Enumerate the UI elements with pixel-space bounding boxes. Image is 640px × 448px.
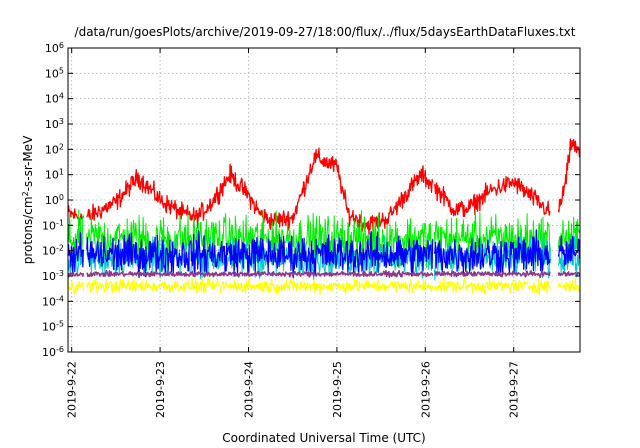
y-tick-label: 101 [45,167,64,182]
y-tick-base: 10 [45,93,59,106]
y-tick-label: 10-2 [42,243,64,258]
y-tick-label: 10-3 [42,269,64,284]
y-tick-base: 10 [45,143,59,156]
x-tick-label: 2019-9-23 [154,361,167,418]
y-axis-label-base: protons/cm [21,196,35,264]
y-tick-base: 10 [42,346,56,359]
y-tick-label: 102 [45,142,64,157]
x-tick-label: 2019-9-27 [508,361,521,418]
y-tick-base: 10 [42,245,56,258]
y-tick-base: 10 [42,295,56,308]
y-tick-label: 106 [45,41,64,56]
y-tick-label: 103 [45,117,64,132]
x-tick-label: 2019-9-26 [419,361,432,418]
y-axis-label: protons/cm2-s-sr-MeV [21,135,36,264]
y-tick-exponent: 5 [59,66,64,75]
y-tick-exponent: -4 [56,294,64,303]
y-tick-base: 10 [45,67,59,80]
y-tick-label: 10-4 [42,294,64,309]
y-tick-exponent: -3 [56,269,64,278]
y-axis-label-rest: -s-sr-MeV [21,135,35,191]
y-tick-base: 10 [42,321,56,334]
series-line-4 [68,229,580,279]
y-tick-label: 10-5 [42,319,64,334]
y-tick-exponent: -6 [56,345,64,354]
series-layer [68,138,580,296]
y-tick-label: 104 [45,91,64,106]
series-line-2 [68,209,580,269]
y-tick-base: 10 [45,118,59,131]
series-line-1 [68,138,580,235]
y-axis-label-sup: 2 [21,191,30,196]
y-tick-exponent: -5 [56,319,64,328]
y-tick-exponent: 2 [59,142,64,151]
y-tick-base: 10 [42,270,56,283]
y-tick-base: 10 [45,194,59,207]
y-tick-exponent: -2 [56,243,64,252]
x-tick-label: 2019-9-22 [66,361,79,418]
y-tick-label: 10-1 [42,218,64,233]
series-line-5 [68,269,580,279]
y-tick-base: 10 [42,219,56,232]
y-tick-label: 105 [45,66,64,81]
y-tick-label: 10-6 [42,345,64,360]
x-axis-label: Coordinated Universal Time (UTC) [222,431,425,445]
y-tick-exponent: 0 [59,193,64,202]
y-tick-exponent: 4 [59,91,64,100]
x-axis: 2019-9-22 2019-9-23 2019-9-24 2019-9-25 2019… [66,48,521,418]
y-tick-exponent: 3 [59,117,64,126]
series-line-6 [68,275,580,296]
y-tick-exponent: 1 [59,167,64,176]
y-tick-base: 10 [45,169,59,182]
y-axis: 10-610-510-410-310-210-11001011021031041… [42,41,580,360]
x-tick-label: 2019-9-24 [242,361,255,418]
y-tick-base: 10 [45,42,59,55]
y-tick-exponent: -1 [56,218,64,227]
y-tick-exponent: 6 [59,41,64,50]
y-tick-label: 100 [45,193,64,208]
chart-title: /data/run/goesPlots/archive/2019-09-27/1… [75,25,576,39]
x-tick-label: 2019-9-25 [331,361,344,418]
